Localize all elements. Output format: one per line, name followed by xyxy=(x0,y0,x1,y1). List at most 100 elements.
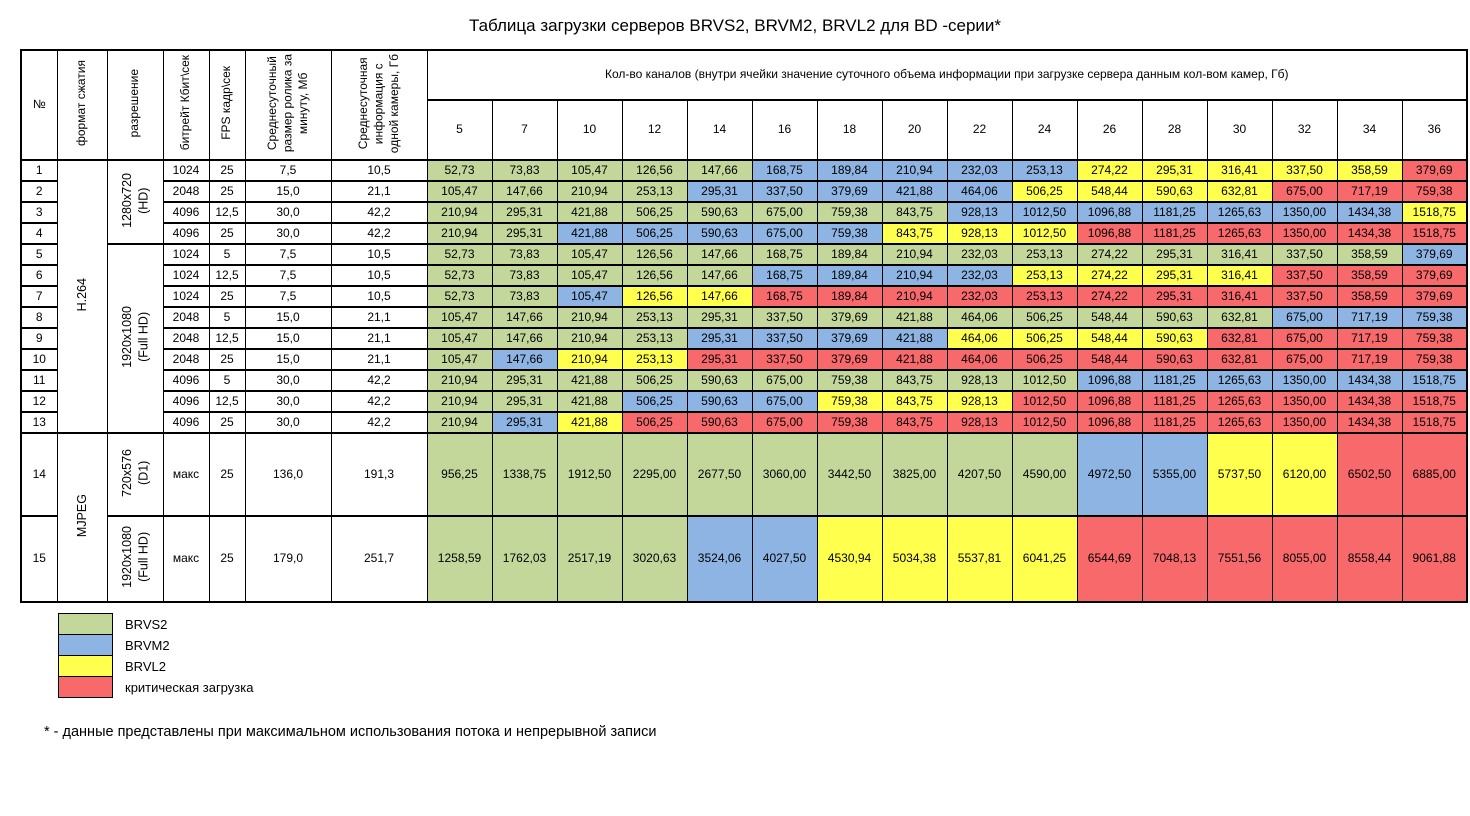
value-cell: 210,94 xyxy=(556,348,623,371)
bitrate-cell: 1024 xyxy=(162,264,210,287)
value-cell: 147,66 xyxy=(491,327,558,350)
value-cell: 632,81 xyxy=(1206,348,1273,371)
value-cell: 316,41 xyxy=(1206,285,1273,308)
value-cell: 632,81 xyxy=(1206,180,1273,203)
value-cell: 147,66 xyxy=(491,306,558,329)
value-cell: 52,73 xyxy=(426,264,493,287)
row-number-cell: 11 xyxy=(20,369,58,392)
value-cell: 590,63 xyxy=(1141,306,1208,329)
table-row: 10 2048 25 15,0 21,1 105,47 147,66 210,94 253,13… xyxy=(20,348,1468,371)
value-cell: 2295,00 xyxy=(621,432,688,517)
channel-count-header: 10 xyxy=(556,99,623,161)
value-cell: 6120,00 xyxy=(1271,432,1338,517)
value-cell: 295,31 xyxy=(1141,285,1208,308)
value-cell: 421,88 xyxy=(881,348,948,371)
value-cell: 189,84 xyxy=(816,285,883,308)
bitrate-cell: 4096 xyxy=(162,201,210,224)
value-cell: 5537,81 xyxy=(946,515,1013,603)
value-cell: 253,13 xyxy=(621,306,688,329)
value-cell: 590,63 xyxy=(1141,348,1208,371)
value-cell: 464,06 xyxy=(946,306,1013,329)
value-cell: 421,88 xyxy=(556,369,623,392)
value-cell: 464,06 xyxy=(946,327,1013,350)
value-cell: 1265,63 xyxy=(1206,369,1273,392)
legend-swatch-brvs2 xyxy=(58,613,113,635)
value-cell: 337,50 xyxy=(751,348,818,371)
fps-cell: 25 xyxy=(208,348,246,371)
value-cell: 232,03 xyxy=(946,285,1013,308)
channel-count-header: 34 xyxy=(1336,99,1403,161)
value-cell: 295,31 xyxy=(491,390,558,413)
legend-item-brvl2: BRVL2 xyxy=(58,655,1470,677)
value-cell: 956,25 xyxy=(426,432,493,517)
value-cell: 232,03 xyxy=(946,243,1013,266)
value-cell: 337,50 xyxy=(751,180,818,203)
value-cell: 548,44 xyxy=(1076,180,1143,203)
value-cell: 2677,50 xyxy=(686,432,753,517)
channel-count-header: 16 xyxy=(751,99,818,161)
value-cell: 1096,88 xyxy=(1076,222,1143,245)
header-row-top: № формат сжатия разрешение битрейт Кбит\сек… xyxy=(20,49,1468,161)
value-cell: 379,69 xyxy=(816,180,883,203)
channel-count-header: 18 xyxy=(816,99,883,161)
value-cell: 506,25 xyxy=(1011,348,1078,371)
channel-count-header: 22 xyxy=(946,99,1013,161)
footnote: * - данные представлены при максимальном… xyxy=(44,724,657,740)
value-cell: 1434,38 xyxy=(1336,411,1403,434)
legend-label-brvm2: BRVM2 xyxy=(125,637,170,653)
value-cell: 295,31 xyxy=(686,306,753,329)
value-cell: 928,13 xyxy=(946,390,1013,413)
value-cell: 210,94 xyxy=(556,327,623,350)
table-row: 3 4096 12,5 30,0 42,2 210,94 295,31 421,88 506,2… xyxy=(20,201,1468,224)
value-cell: 928,13 xyxy=(946,369,1013,392)
value-cell: 379,69 xyxy=(1401,243,1468,266)
table-row: 2 2048 25 15,0 21,1 105,47 147,66 210,94 253,13 2… xyxy=(20,180,1468,203)
channel-count-header: 36 xyxy=(1401,99,1468,161)
value-cell: 1350,00 xyxy=(1271,201,1338,224)
value-cell: 7551,56 xyxy=(1206,515,1273,603)
value-cell: 675,00 xyxy=(1271,306,1338,329)
value-cell: 295,31 xyxy=(491,201,558,224)
value-cell: 379,69 xyxy=(1401,159,1468,182)
value-cell: 210,94 xyxy=(426,201,493,224)
bitrate-cell: макс xyxy=(162,432,210,517)
column-header: битрейт Кбит\сек xyxy=(162,49,210,161)
value-cell: 464,06 xyxy=(946,180,1013,203)
legend-swatch-critical xyxy=(58,676,113,698)
value-cell: 1350,00 xyxy=(1271,369,1338,392)
value-cell: 4530,94 xyxy=(816,515,883,603)
value-cell: 337,50 xyxy=(1271,264,1338,287)
value-cell: 1265,63 xyxy=(1206,201,1273,224)
value-cell: 4207,50 xyxy=(946,432,1013,517)
value-cell: 210,94 xyxy=(881,285,948,308)
value-cell: 358,59 xyxy=(1336,285,1403,308)
value-cell: 253,13 xyxy=(1011,264,1078,287)
value-cell: 1012,50 xyxy=(1011,390,1078,413)
value-cell: 3060,00 xyxy=(751,432,818,517)
legend-label-brvs2: BRVS2 xyxy=(125,616,168,632)
page: Таблица загрузки серверов BRVS2, BRVM2, … xyxy=(0,16,1470,740)
table-row: 11 4096 5 30,0 42,2 210,94 295,31 421,88 506,25 5… xyxy=(20,369,1468,392)
value-cell: 1181,25 xyxy=(1141,201,1208,224)
table-row: 12 4096 12,5 30,0 42,2 210,94 295,31 421,88 506,… xyxy=(20,390,1468,413)
value-cell: 210,94 xyxy=(426,369,493,392)
value-cell: 6885,00 xyxy=(1401,432,1468,517)
value-cell: 675,00 xyxy=(751,222,818,245)
value-cell: 73,83 xyxy=(491,159,558,182)
value-cell: 759,38 xyxy=(1401,180,1468,203)
legend: BRVS2 BRVM2 BRVL2 критическая загрузка xyxy=(58,613,1470,698)
value-cell: 4972,50 xyxy=(1076,432,1143,517)
value-cell: 232,03 xyxy=(946,264,1013,287)
clip-size-cell: 7,5 xyxy=(244,264,332,287)
value-cell: 506,25 xyxy=(621,201,688,224)
value-cell: 590,63 xyxy=(686,222,753,245)
table-row: 7 1024 25 7,5 10,5 52,73 73,83 105,47 126,56 147,… xyxy=(20,285,1468,308)
value-cell: 105,47 xyxy=(556,264,623,287)
format-cell: H.264 xyxy=(56,159,108,434)
fps-cell: 25 xyxy=(208,411,246,434)
clip-size-cell: 30,0 xyxy=(244,369,332,392)
value-cell: 759,38 xyxy=(816,390,883,413)
value-cell: 210,94 xyxy=(556,306,623,329)
fps-cell: 12,5 xyxy=(208,390,246,413)
value-cell: 295,31 xyxy=(491,411,558,434)
